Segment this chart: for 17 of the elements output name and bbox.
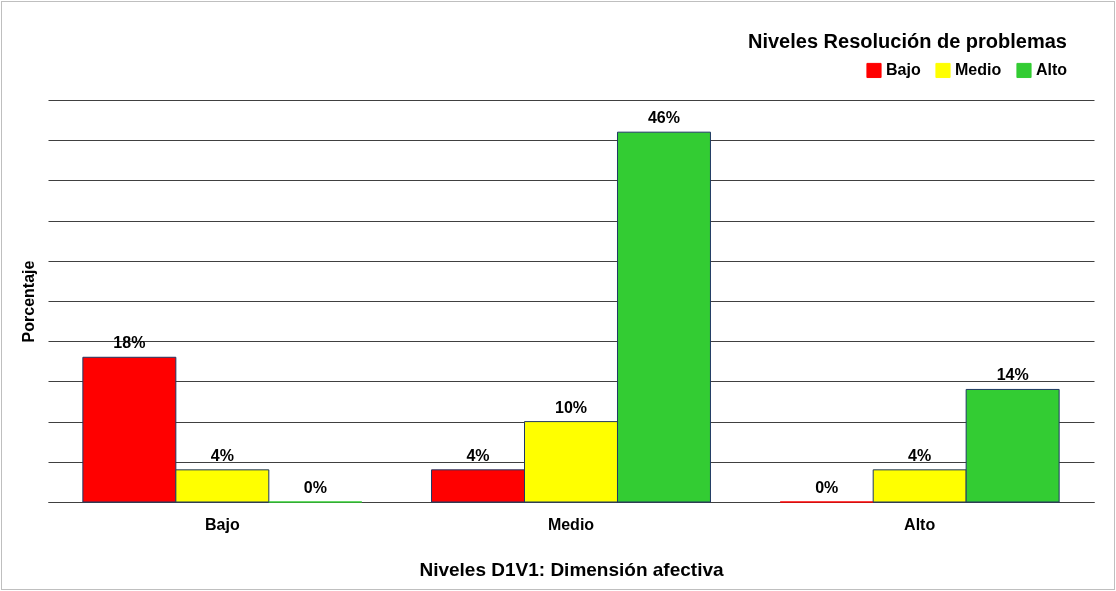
data-label: 46% — [647, 109, 680, 127]
data-label: 4% — [908, 446, 932, 464]
data-label: 10% — [554, 398, 588, 416]
legend-label: Bajo — [886, 61, 921, 79]
legend-label: Alto — [1036, 61, 1068, 79]
data-label: 4% — [466, 446, 490, 464]
x-tick-label: Alto — [904, 515, 936, 533]
x-tick-label: Bajo — [205, 515, 240, 533]
data-label: 4% — [210, 446, 234, 464]
legend-label: Medio — [955, 61, 1002, 79]
y-axis-title: Porcentaje — [19, 260, 37, 343]
data-label: 0% — [815, 479, 839, 496]
legend-title: Niveles Resolución de problemas — [748, 30, 1067, 52]
x-axis-title: Niveles D1V1: Dimensión afectiva — [419, 558, 724, 580]
data-label: 0% — [303, 479, 327, 496]
data-label: 14% — [996, 366, 1029, 384]
x-tick-label: Medio — [547, 515, 595, 533]
